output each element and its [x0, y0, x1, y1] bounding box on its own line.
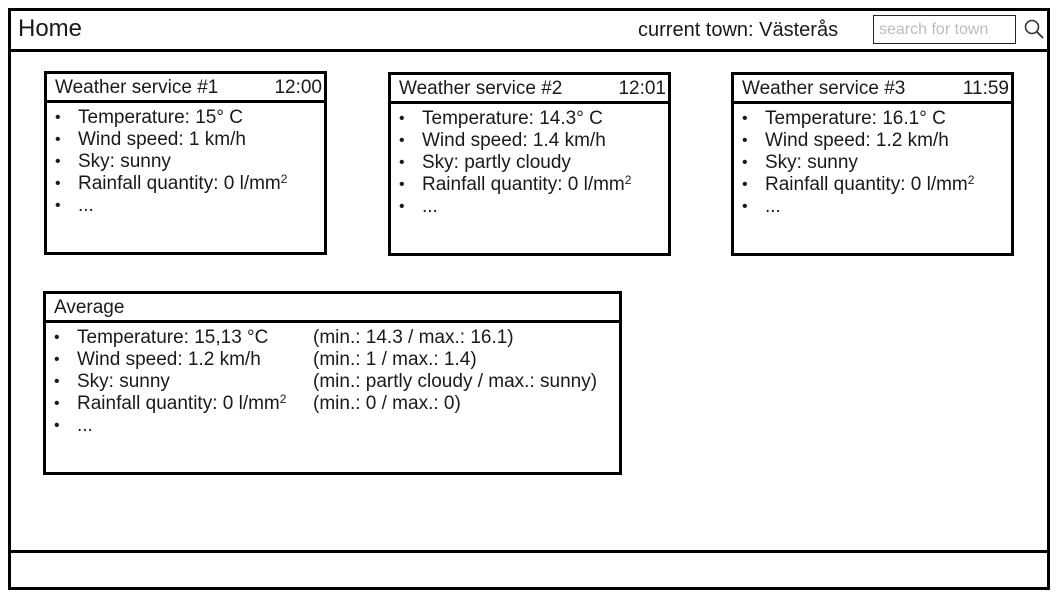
rainfall-item: Rainfall quantity: 0 l/mm2 [391, 174, 668, 196]
temperature-item: Temperature: 15° C [47, 107, 324, 129]
card-header: Weather service #3 11:59 [734, 75, 1011, 104]
temperature-item: Temperature: 16.1° C [734, 108, 1011, 130]
temperature-item: Temperature: 14.3° C [391, 108, 668, 130]
weather-list: Temperature: 14.3° C Wind speed: 1.4 km/… [391, 104, 668, 218]
card-header: Average [46, 294, 619, 323]
more-item: ... [391, 196, 668, 218]
average-card: Average Temperature: 15,13 °C(min.: 14.3… [43, 291, 622, 475]
service-name: Weather service #3 [742, 78, 906, 99]
service-time: 11:59 [962, 78, 1009, 99]
sky-item: Sky: sunny [47, 151, 324, 173]
average-title: Average [54, 297, 125, 318]
current-town-label: current town: Västerås [638, 19, 839, 41]
average-rainfall-item: Rainfall quantity: 0 l/mm2(min.: 0 / max… [46, 393, 619, 415]
service-name: Weather service #1 [55, 77, 219, 98]
page-title: Home [18, 15, 83, 42]
rainfall-item: Rainfall quantity: 0 l/mm2 [47, 173, 324, 195]
sky-item: Sky: sunny [734, 152, 1011, 174]
app-frame [8, 8, 1050, 590]
more-item: ... [47, 195, 324, 217]
header: Home current town: Västerås [8, 8, 1050, 52]
average-temperature-item: Temperature: 15,13 °C(min.: 14.3 / max.:… [46, 327, 619, 349]
weather-list: Temperature: 16.1° C Wind speed: 1.2 km/… [734, 104, 1011, 218]
service-time: 12:01 [618, 78, 666, 99]
service-time: 12:00 [274, 77, 322, 98]
weather-service-card: Weather service #3 11:59 Temperature: 16… [731, 72, 1014, 256]
wind-item: Wind speed: 1 km/h [47, 129, 324, 151]
search-input[interactable] [873, 15, 1016, 44]
more-item: ... [734, 196, 1011, 218]
average-list: Temperature: 15,13 °C(min.: 14.3 / max.:… [46, 323, 619, 437]
card-header: Weather service #1 12:00 [47, 74, 324, 103]
wind-item: Wind speed: 1.2 km/h [734, 130, 1011, 152]
search-icon[interactable] [1023, 18, 1045, 40]
wind-item: Wind speed: 1.4 km/h [391, 130, 668, 152]
sky-item: Sky: partly cloudy [391, 152, 668, 174]
rainfall-item: Rainfall quantity: 0 l/mm2 [734, 174, 1011, 196]
average-more-item: ... [46, 415, 619, 437]
average-wind-item: Wind speed: 1.2 km/h(min.: 1 / max.: 1.4… [46, 349, 619, 371]
service-name: Weather service #2 [399, 78, 563, 99]
footer [8, 550, 1050, 587]
average-sky-item: Sky: sunny(min.: partly cloudy / max.: s… [46, 371, 619, 393]
weather-service-card: Weather service #1 12:00 Temperature: 15… [44, 71, 327, 255]
card-header: Weather service #2 12:01 [391, 75, 668, 104]
weather-list: Temperature: 15° C Wind speed: 1 km/h Sk… [47, 103, 324, 217]
weather-service-card: Weather service #2 12:01 Temperature: 14… [388, 72, 671, 256]
